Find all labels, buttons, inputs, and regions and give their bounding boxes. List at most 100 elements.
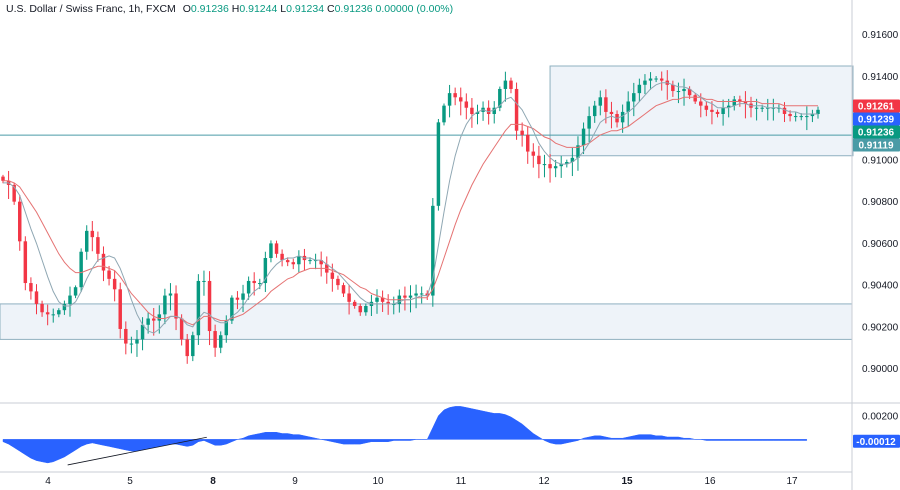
candle [520,122,524,147]
candle-body [207,280,212,332]
candle-body [537,155,541,165]
candle [347,284,351,315]
candle-body [263,258,268,284]
candle [85,225,89,260]
candle [810,109,815,123]
candle-body [291,262,296,265]
candle-body [587,116,591,129]
candle-body [241,293,245,300]
candle [671,80,675,97]
candle-body [151,318,156,321]
candle [743,91,748,119]
candle [408,285,413,313]
candle [129,336,134,354]
candle [436,118,441,211]
candle [682,78,686,106]
change-value: 0.00000 (0.00%) [375,3,454,15]
candle-body [676,91,681,93]
candle [107,265,111,286]
candle-body [671,84,675,92]
candle [235,291,240,310]
candle [542,154,547,178]
candle-body [419,293,424,295]
candle [101,246,106,282]
candle [246,276,251,300]
osc-badge: -0.00012 [853,434,900,448]
candle [336,275,340,290]
price-badge-bg [853,138,900,152]
close-value: 0.91236 [334,3,373,15]
candle-body [643,80,647,85]
candle-body [218,335,223,348]
candle [274,240,279,258]
candle-body [403,295,407,298]
candle-body [274,243,279,254]
candle-body [112,278,117,290]
candle [313,253,318,270]
candle [285,257,290,267]
candle-body [816,109,820,114]
candle [659,71,664,91]
candle-body [531,151,536,156]
candle-body [754,107,759,109]
candle-body [592,105,597,117]
candle [447,84,452,118]
candle-body [90,230,95,238]
price-badge-label: 0.91239 [858,114,895,125]
candle-body [135,339,139,344]
candle [45,304,50,326]
candle-body [174,293,178,319]
candle-body [68,295,72,304]
candle [57,308,61,318]
price-badge-bg [853,99,900,113]
candle [6,170,11,200]
candle [592,100,597,123]
candle [40,300,44,317]
time-tick-label: 8 [210,476,216,487]
candle-body [459,97,463,102]
price-tick-label: 0.90000 [862,364,899,375]
candle [637,78,642,102]
candle-body [124,328,128,344]
candle [648,72,653,90]
low-value: 0.91234 [286,3,325,15]
candle-body [202,280,206,282]
osc-tick-label: 0.00200 [862,411,899,422]
price-badges-layer: 0.91261 0.91239 0.91236 0.91119 -0.00012 [853,99,900,448]
candle-body [805,116,809,118]
candle-body [760,107,764,109]
price-tick-label: 0.90400 [862,281,899,292]
candle-body [45,312,50,315]
candle [364,303,368,316]
candle-body [632,93,636,102]
candle-body [146,318,150,325]
candle-body [766,107,770,109]
candle-body [788,114,792,117]
candle-body [682,88,686,92]
candle-body [308,260,312,262]
close-label: C [327,3,335,15]
time-tick-label: 17 [786,476,798,487]
candle [124,321,128,355]
time-tick-label: 4 [45,476,51,487]
candle [73,285,78,299]
candle-body [431,205,435,296]
price-tick-label: 0.91600 [862,30,899,41]
candle-body [710,109,714,112]
price-tick-label: 0.91400 [862,72,899,83]
candle-body [18,201,22,242]
candle [403,286,407,311]
candle-body [520,130,524,135]
candle-body [581,128,586,146]
candle-body [414,293,418,296]
candle-body [464,101,469,108]
candle [470,98,474,128]
candle [626,91,630,127]
candle [514,82,519,140]
candle-body [604,97,608,112]
candle [151,308,156,336]
time-tick-label: 16 [704,476,716,487]
candle [710,101,714,125]
